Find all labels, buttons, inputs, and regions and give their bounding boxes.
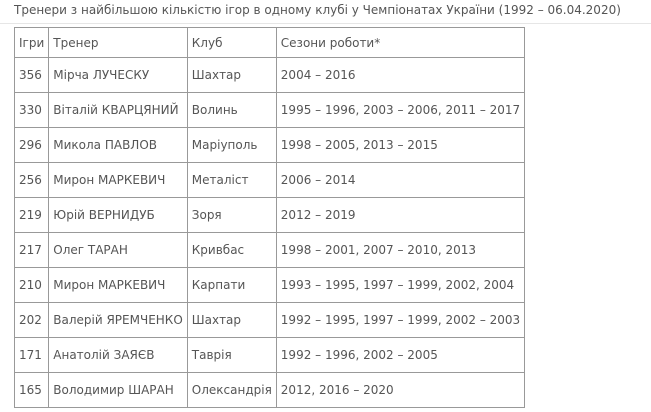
row: 256 Мирон МАРКЕВИЧ Металіст 2006 – 2014 [13, 162, 526, 198]
row: 356 Мірча ЛУЧЕСКУ Шахтар 2004 – 2016 [13, 57, 526, 93]
cell: 165 [13, 372, 50, 408]
cell: 1992 – 1996, 2002 – 2005 [275, 337, 526, 373]
header-cell: Ігри [13, 27, 50, 58]
cell: Маріуполь [186, 127, 277, 163]
cell: 1998 – 2001, 2007 – 2010, 2013 [275, 232, 526, 268]
cell: 1993 – 1995, 1997 – 1999, 2002, 2004 [275, 267, 526, 303]
header-row: Ігри Тренер Клуб Сезони роботи* [13, 27, 526, 58]
row: 210 Мирон МАРКЕВИЧ Карпати 1993 – 1995, 199… [13, 267, 526, 303]
row: 219 Юрій ВЕРНИДУБ Зоря 2012 – 2019 [13, 197, 526, 233]
header-cell: Сезони роботи* [275, 27, 526, 58]
cell: 210 [13, 267, 50, 303]
cell: Кривбас [186, 232, 277, 268]
cell: Таврія [186, 337, 277, 373]
cell: 202 [13, 302, 50, 338]
row: 165 Володимир ШАРАН Олександрія 2012, 2016 … [13, 372, 526, 408]
cell: 296 [13, 127, 50, 163]
cell: 2006 – 2014 [275, 162, 526, 198]
cell: 1998 – 2005, 2013 – 2015 [275, 127, 526, 163]
cell: Олег ТАРАН [48, 232, 188, 268]
cell: Мирон МАРКЕВИЧ [48, 267, 188, 303]
cell: Володимир ШАРАН [48, 372, 188, 408]
cell: Шахтар [186, 302, 277, 338]
cell: Валерій ЯРЕМЧЕНКО [48, 302, 188, 338]
cell: 219 [13, 197, 50, 233]
cell: 330 [13, 92, 50, 128]
row: 296 Микола ПАВЛОВ Маріуполь 1998 – 2005, 20… [13, 127, 526, 163]
row: 217 Олег ТАРАН Кривбас 1998 – 2001, 2007 – … [13, 232, 526, 268]
cell: 217 [13, 232, 50, 268]
separator [0, 23, 651, 24]
row: 171 Анатолій ЗАЯЄВ Таврія 1992 – 1996, 2002… [13, 337, 526, 373]
row: 202 Валерій ЯРЕМЧЕНКО Шахтар 1992 – 1995, 1… [13, 302, 526, 338]
cell: 1995 – 1996, 2003 – 2006, 2011 – 2017 [275, 92, 526, 128]
cell: Мірча ЛУЧЕСКУ [48, 57, 188, 93]
cell: Микола ПАВЛОВ [48, 127, 188, 163]
cell: 2012, 2016 – 2020 [275, 372, 526, 408]
cell: Шахтар [186, 57, 277, 93]
cell: 171 [13, 337, 50, 373]
cell: 356 [13, 57, 50, 93]
cell: 2004 – 2016 [275, 57, 526, 93]
cell: Анатолій ЗАЯЄВ [48, 337, 188, 373]
header-cell: Клуб [186, 27, 277, 58]
cell: Мирон МАРКЕВИЧ [48, 162, 188, 198]
cell: Олександрія [186, 372, 277, 408]
header-cell: Тренер [48, 27, 188, 58]
cell: 1992 – 1995, 1997 – 1999, 2002 – 2003 [275, 302, 526, 338]
cell: 2012 – 2019 [275, 197, 526, 233]
cell: Волинь [186, 92, 277, 128]
row: 330 Віталій КВАРЦЯНИЙ Волинь 1995 – 1996, 2… [13, 92, 526, 128]
coaches-table: Ігри Тренер Клуб Сезони роботи* 356 Мірча ЛУЧ… [13, 27, 526, 408]
cell: Металіст [186, 162, 277, 198]
cell: Юрій ВЕРНИДУБ [48, 197, 188, 233]
cell: Віталій КВАРЦЯНИЙ [48, 92, 188, 128]
title: Тренери з найбільшою кількістю ігор в од… [14, 3, 621, 17]
cell: Карпати [186, 267, 277, 303]
cell: 256 [13, 162, 50, 198]
cell: Зоря [186, 197, 277, 233]
